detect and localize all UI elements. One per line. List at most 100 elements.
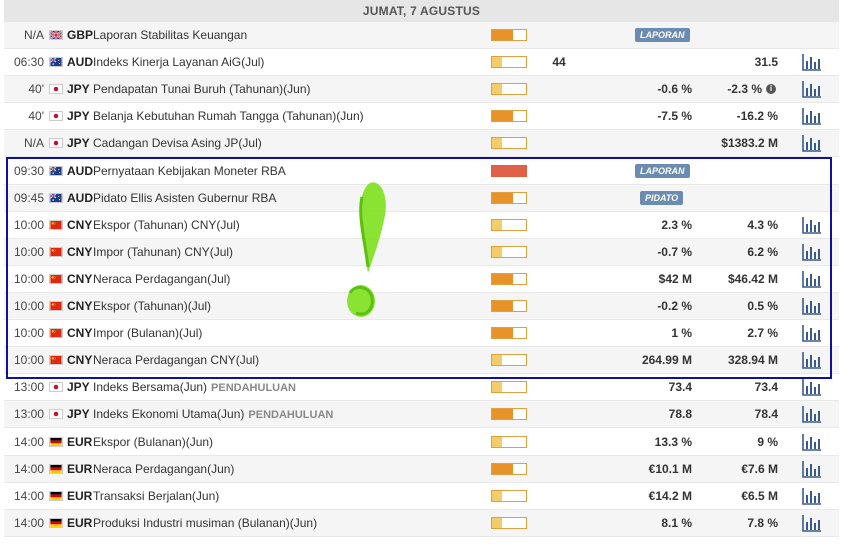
event-name-text[interactable]: Impor (Bulanan)(Jul) (93, 326, 203, 341)
event-time: 10:00 (13, 326, 44, 341)
event-time: N/A (23, 136, 44, 151)
event-row: 14:00 EUR Produksi Industri musiman (Bulan… (4, 509, 839, 537)
event-name-text[interactable]: Indeks Bersama(Jun) (93, 380, 208, 395)
event-tag: PENDAHULUAN (248, 409, 334, 422)
importance-indicator (491, 516, 527, 529)
bar-chart-icon[interactable] (802, 53, 822, 71)
importance-fill (492, 57, 503, 68)
event-name[interactable]: Indeks Bersama(Jun) PENDAHULUAN (93, 374, 296, 401)
event-name-text[interactable]: Cadangan Devisa Asing JP(Jul) (93, 136, 262, 151)
importance-fill (492, 463, 514, 474)
importance-indicator (491, 354, 527, 367)
event-name-text[interactable]: Indeks Kinerja Layanan AiG(Jul) (93, 55, 265, 70)
event-time: N/A (23, 28, 44, 42)
importance-fill (492, 409, 514, 420)
event-time: 14:00 (13, 488, 44, 503)
importance-indicator (491, 462, 527, 475)
bar-chart-icon[interactable] (802, 433, 822, 451)
currency-code: AUD (67, 163, 93, 178)
event-name-text[interactable]: Transaksi Berjalan(Jun) (93, 488, 220, 503)
bar-chart-icon[interactable] (802, 243, 822, 261)
currency-code: EUR (67, 515, 93, 530)
event-name-text[interactable]: Impor (Tahunan) CNY(Jul) (93, 244, 234, 259)
event-name-text[interactable]: Ekspor (Bulanan)(Jun) (93, 434, 214, 449)
event-name-text[interactable]: Produksi Industri musiman (Bulanan)(Jun) (93, 515, 318, 530)
flag-gb-icon (49, 30, 63, 40)
bar-chart-icon[interactable] (802, 514, 822, 532)
importance-fill (492, 30, 514, 40)
event-name[interactable]: Impor (Bulanan)(Jul) (93, 320, 202, 346)
importance-indicator (491, 381, 527, 394)
event-name[interactable]: Neraca Perdagangan(Jul) (93, 266, 230, 292)
event-row: 10:00 CNY Impor (Tahunan) CNY(Jul) -0.7 % 6.… (4, 238, 839, 266)
event-name[interactable]: Pernyataan Kebijakan Moneter RBA (93, 158, 286, 184)
event-name-text[interactable]: Belanja Kebutuhan Rumah Tangga (Tahunan)… (93, 109, 364, 124)
importance-fill (492, 328, 514, 339)
event-name[interactable]: Ekspor (Tahunan) CNY(Jul) (93, 212, 240, 238)
bar-chart-icon[interactable] (802, 378, 822, 397)
bar-chart-icon[interactable] (802, 297, 822, 315)
bar-chart-icon[interactable] (802, 324, 822, 342)
event-time: 09:45 (13, 190, 44, 205)
event-name-text[interactable]: Indeks Ekonomi Utama(Jun) (93, 407, 245, 422)
flag-cn-icon (49, 328, 63, 339)
event-row: 14:00 EUR Transaksi Berjalan(Jun) €14.2 M €6… (4, 483, 839, 510)
bar-chart-icon[interactable] (802, 405, 822, 424)
bar-chart-icon[interactable] (802, 270, 822, 288)
importance-indicator (491, 137, 527, 150)
forecast-value: $42 M (658, 271, 692, 286)
currency-code: CNY (67, 299, 93, 313)
event-name-text[interactable]: Ekspor (Tahunan) CNY(Jul) (93, 217, 240, 232)
previous-value: €7.6 M (741, 461, 778, 476)
importance-indicator (491, 218, 527, 231)
event-name-text[interactable]: Pendapatan Tunai Buruh (Tahunan)(Jun) (93, 82, 311, 97)
event-row: 40' JPY Pendapatan Tunai Buruh (Tahunan)(J… (4, 76, 839, 104)
event-name[interactable]: Pendapatan Tunai Buruh (Tahunan)(Jun) (93, 76, 310, 102)
event-name[interactable]: Ekspor (Bulanan)(Jun) (93, 429, 213, 455)
flag-cn-icon (49, 246, 63, 257)
flag-de-icon (49, 463, 63, 474)
bar-chart-icon[interactable] (802, 80, 822, 98)
event-name[interactable]: Neraca Perdagangan(Jun) (93, 456, 234, 482)
previous-value: 31.5 (754, 55, 778, 70)
event-name[interactable]: Neraca Perdagangan CNY(Jul) (93, 347, 259, 373)
previous-value: 78.4 (754, 407, 778, 422)
event-name-text[interactable]: Neraca Perdagangan CNY(Jul) (93, 353, 260, 368)
importance-indicator (491, 435, 527, 448)
event-name[interactable]: Belanja Kebutuhan Rumah Tangga (Tahunan)… (93, 103, 364, 129)
previous-value: -16.2 % (736, 109, 778, 124)
event-name-text[interactable]: Pernyataan Kebijakan Moneter RBA (93, 163, 286, 178)
event-name-text[interactable]: Neraca Perdagangan(Jul) (93, 271, 231, 286)
event-name-text[interactable]: Neraca Perdagangan(Jun) (93, 461, 235, 476)
flag-cn-icon (49, 355, 63, 366)
currency-code: JPY (67, 109, 90, 124)
bar-chart-icon[interactable] (802, 351, 822, 369)
currency-code: JPY (67, 136, 90, 151)
event-name[interactable]: Pidato Ellis Asisten Gubernur RBA (93, 185, 276, 211)
event-time: 14:00 (13, 434, 44, 449)
importance-indicator (491, 327, 527, 340)
currency-code: CNY (67, 217, 93, 232)
event-name[interactable]: Laporan Stabilitas Keuangan (93, 22, 247, 48)
event-name[interactable]: Impor (Tahunan) CNY(Jul) (93, 239, 233, 265)
flag-jp-icon (49, 111, 63, 122)
event-name[interactable]: Transaksi Berjalan(Jun) (93, 483, 219, 509)
event-name-text[interactable]: Laporan Stabilitas Keuangan (93, 28, 248, 42)
forecast-value: €10.1 M (648, 461, 692, 476)
event-name[interactable]: Indeks Kinerja Layanan AiG(Jul) (93, 49, 264, 75)
event-name[interactable]: Produksi Industri musiman (Bulanan)(Jun) (93, 510, 317, 536)
event-name[interactable]: Cadangan Devisa Asing JP(Jul) (93, 130, 262, 156)
bar-chart-icon[interactable] (802, 460, 822, 478)
bar-chart-icon[interactable] (802, 107, 822, 126)
event-name-text[interactable]: Pidato Ellis Asisten Gubernur RBA (93, 190, 277, 205)
bar-chart-icon[interactable] (802, 216, 822, 234)
event-name-text[interactable]: Ekspor (Tahunan)(Jul) (93, 299, 212, 313)
event-name[interactable]: Indeks Ekonomi Utama(Jun) PENDAHULUAN (93, 401, 333, 428)
importance-fill (492, 382, 503, 393)
info-icon[interactable]: i (766, 84, 776, 95)
bar-chart-icon[interactable] (802, 134, 822, 153)
event-name[interactable]: Ekspor (Tahunan)(Jul) (93, 293, 211, 319)
bar-chart-icon[interactable] (802, 487, 822, 505)
event-time: 14:00 (13, 515, 44, 530)
forecast-value: €14.2 M (648, 488, 692, 503)
